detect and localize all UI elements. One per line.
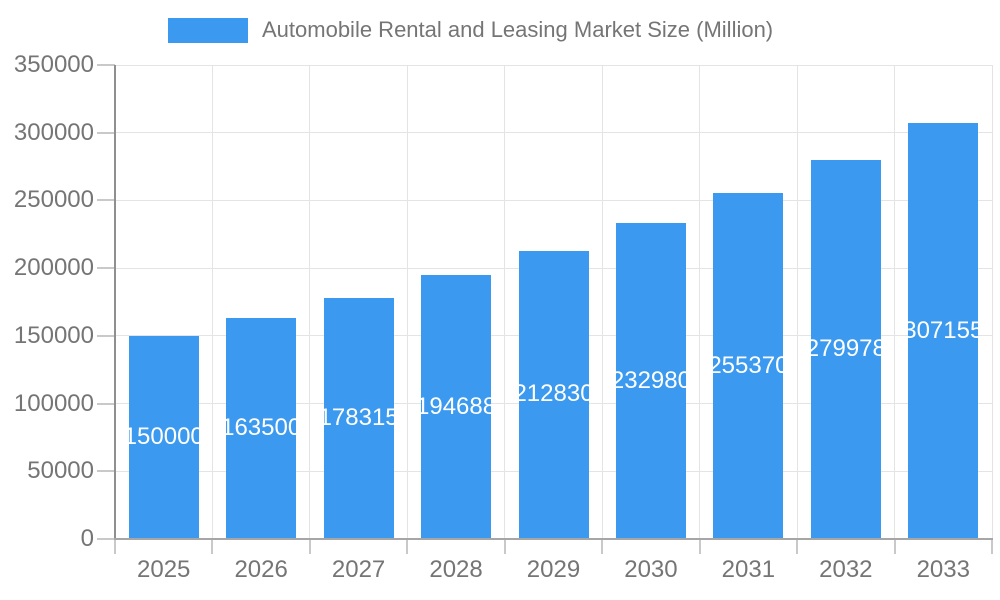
y-tick-label: 250000 (13, 186, 94, 214)
bar-2029[interactable]: 212830 (518, 250, 589, 538)
x-tick-label: 2033 (916, 556, 970, 583)
bar-value-label: 255370 (713, 351, 784, 379)
legend[interactable]: Automobile Rental and Leasing Market Siz… (168, 17, 773, 43)
x-tick-label: 2030 (624, 556, 678, 583)
bar-value-label: 163500 (226, 413, 297, 441)
y-tick-label: 200000 (13, 254, 94, 282)
legend-swatch (168, 17, 248, 43)
x-tick (991, 540, 993, 554)
x-tick-label: 2028 (429, 556, 483, 583)
x-tick (601, 540, 604, 554)
bar-2028[interactable]: 194688 (421, 275, 492, 538)
x-tick (114, 540, 116, 554)
x-gridline (991, 65, 993, 539)
x-tick (698, 540, 701, 554)
bar-2032[interactable]: 279978 (810, 159, 881, 538)
x-tick (796, 540, 799, 554)
y-tick-label: 50000 (27, 457, 94, 485)
y-gridline (115, 132, 992, 134)
y-tick (97, 334, 115, 337)
y-tick-label: 100000 (13, 389, 94, 417)
y-tick (97, 64, 115, 66)
x-tick (211, 540, 214, 554)
bar-value-label: 178315 (323, 403, 394, 431)
x-gridline (601, 65, 603, 539)
bar-value-label: 232980 (615, 366, 686, 394)
x-gridline (894, 65, 896, 539)
bar-value-label: 212830 (518, 380, 589, 408)
bar-value-label: 194688 (421, 392, 492, 420)
x-tick-label: 2032 (819, 556, 873, 583)
y-tick (97, 267, 115, 270)
x-tick (406, 540, 409, 554)
x-tick (893, 540, 896, 554)
x-tick (503, 540, 506, 554)
y-tick-label: 150000 (13, 321, 94, 349)
y-gridline (115, 199, 992, 201)
y-tick (97, 470, 115, 473)
x-tick-label: 2031 (721, 556, 776, 583)
y-tick (97, 402, 115, 405)
y-tick (97, 131, 115, 134)
bar-2030[interactable]: 232980 (615, 223, 686, 538)
x-tick-label: 2025 (137, 556, 191, 583)
x-gridline (309, 65, 311, 539)
bar-value-label: 150000 (128, 422, 199, 450)
bar-value-label: 279978 (810, 334, 881, 362)
x-tick-label: 2026 (234, 556, 288, 583)
legend-label: Automobile Rental and Leasing Market Siz… (262, 17, 774, 42)
y-tick (97, 538, 115, 540)
x-tick-label: 2029 (526, 556, 581, 583)
bar-2027[interactable]: 178315 (323, 297, 394, 538)
y-tick (97, 199, 115, 202)
x-axis-line (114, 538, 993, 540)
x-tick (308, 540, 311, 554)
y-tick-label: 350000 (13, 51, 94, 78)
x-gridline (796, 65, 798, 539)
x-tick-label: 2027 (331, 556, 386, 583)
bar-value-label: 307155 (908, 316, 979, 344)
bar-2026[interactable]: 163500 (226, 317, 297, 538)
x-gridline (211, 65, 213, 539)
bar-2033[interactable]: 307155 (908, 123, 979, 538)
y-axis-line (114, 65, 116, 539)
x-gridline (504, 65, 506, 539)
y-tick-label: 300000 (13, 118, 94, 146)
bar-2031[interactable]: 255370 (713, 193, 784, 538)
x-gridline (699, 65, 701, 539)
y-gridline (115, 64, 992, 66)
x-gridline (406, 65, 408, 539)
bar-2025[interactable]: 150000 (128, 335, 199, 538)
y-tick-label: 0 (80, 525, 94, 552)
